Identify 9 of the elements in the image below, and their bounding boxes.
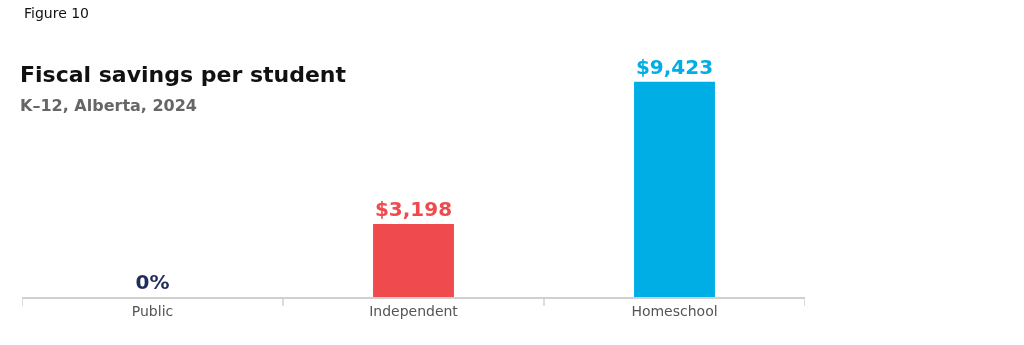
x-tick-label: Homeschool: [631, 302, 718, 319]
caption: Figure 10: [24, 5, 90, 21]
x-tick-label: Independent: [369, 302, 459, 319]
chart-title: Fiscal savings per student: [20, 62, 347, 87]
data-label: $9,423: [635, 54, 714, 79]
data-label: 0%: [135, 270, 170, 294]
data-label: $3,198: [374, 196, 453, 221]
x-tick-label: Public: [131, 302, 174, 319]
text: K–12, Alberta, 2024: [20, 96, 197, 115]
